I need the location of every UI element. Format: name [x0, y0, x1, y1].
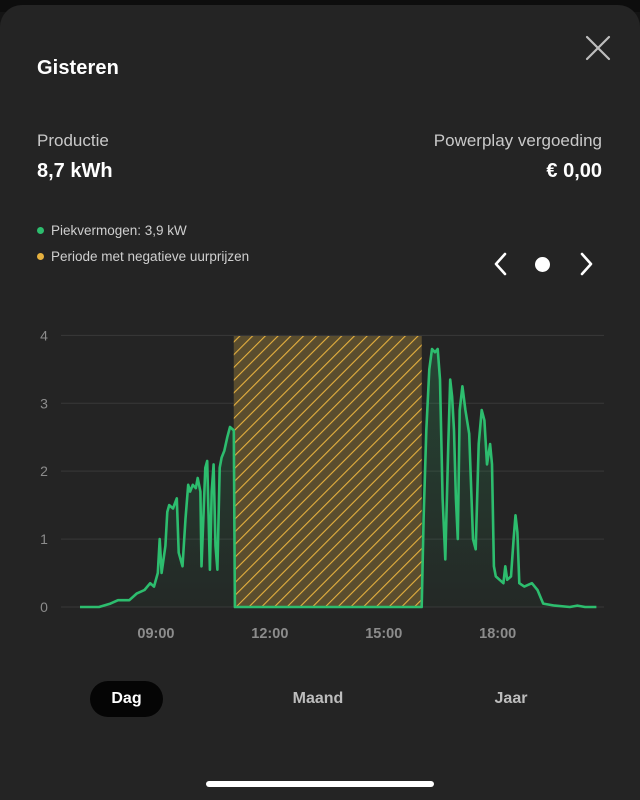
- tab-jaar[interactable]: Jaar: [494, 690, 528, 707]
- compensation-value: € 0,00: [546, 160, 602, 182]
- negative-price-period: [233, 336, 422, 607]
- tab-maand[interactable]: Maand: [292, 690, 344, 707]
- x-tick-label: 18:00: [479, 626, 516, 642]
- legend-peak: Piekvermogen: 3,9 kW: [37, 223, 187, 238]
- production-line: [80, 347, 597, 609]
- legend-negative-prices: Periode met negatieve uurprijzen: [37, 249, 249, 264]
- chevron-left-icon: [494, 252, 507, 276]
- legend-negative-label: Periode met negatieve uurprijzen: [51, 249, 250, 264]
- close-icon: [585, 35, 611, 61]
- page-title: Gisteren: [37, 57, 119, 79]
- previous-day-button[interactable]: [489, 250, 513, 278]
- y-tick-label: 1: [40, 531, 48, 547]
- green-dot-icon: [37, 227, 44, 234]
- period-tabs: Dag Maand Jaar: [0, 681, 640, 721]
- pager-dot: [535, 257, 550, 272]
- production-value: 8,7 kWh: [37, 160, 113, 182]
- orange-dot-icon: [37, 253, 44, 260]
- tab-dag[interactable]: Dag: [90, 681, 163, 717]
- production-chart: 0 1 2 3 4 09:00 12:00 15:00 18:00: [40, 327, 604, 642]
- y-tick-label: 2: [40, 463, 48, 479]
- compensation-label: Powerplay vergoeding: [433, 131, 602, 150]
- next-day-button[interactable]: [574, 250, 598, 278]
- close-button[interactable]: [583, 33, 613, 63]
- chevron-right-icon: [580, 252, 593, 276]
- x-tick-label: 12:00: [251, 626, 288, 642]
- x-tick-label: 09:00: [137, 626, 174, 642]
- production-label: Productie: [37, 131, 109, 150]
- x-tick-label: 15:00: [365, 626, 402, 642]
- y-tick-label: 0: [40, 599, 48, 615]
- y-tick-label: 4: [40, 327, 48, 343]
- y-tick-label: 3: [40, 395, 48, 411]
- production-detail-sheet: Gisteren Productie 8,7 kWh Powerplay ver…: [0, 5, 640, 800]
- legend-peak-label: Piekvermogen: 3,9 kW: [51, 223, 187, 238]
- home-indicator: [206, 781, 434, 787]
